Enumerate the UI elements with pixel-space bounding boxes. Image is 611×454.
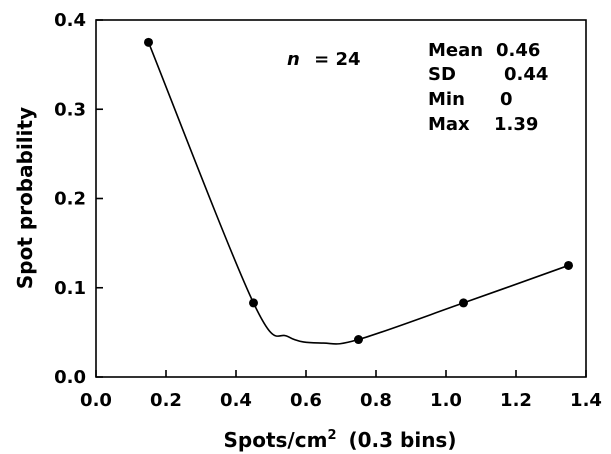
fit-curve [147,42,569,345]
x-tick-label: 0.8 [360,390,392,411]
stat-sd-label: SD [428,64,456,85]
stats-box: Mean 0.46 SD 0.44 Min 0 Max 1.39 [428,40,548,135]
stat-sd-value: 0.44 [504,64,548,85]
x-tick-label: 0.4 [220,390,252,411]
stat-mean-value: 0.46 [496,40,540,61]
y-tick-label: 0.3 [54,99,86,120]
y-tick-label: 0.0 [54,367,86,388]
x-tick-label: 0.0 [80,390,112,411]
data-point [249,298,258,308]
y-tick-label: 0.1 [54,278,86,299]
x-tick-label: 1.4 [570,390,602,411]
x-axis-title-main: Spots/cm [224,428,328,452]
stat-max-label: Max [428,114,470,135]
data-point [564,260,573,270]
x-axis-title-superscript: 2 [327,428,336,443]
x-axis-title-suffix: (0.3 bins) [348,428,456,452]
y-tick-label: 0.2 [54,189,86,210]
x-tick-label: 1.2 [500,390,532,411]
stat-mean-label: Mean [428,40,483,61]
x-axis-ticks: 0.0 0.2 0.4 0.6 0.8 1.0 1.2 1.4 [80,370,602,411]
stat-min-value: 0 [500,89,513,110]
y-axis-title: Spot probability [13,107,37,289]
x-tick-label: 1.0 [430,390,462,411]
data-points [144,37,573,345]
data-point [459,298,468,308]
x-tick-label: 0.2 [150,390,182,411]
data-point [144,37,153,47]
stat-max-value: 1.39 [494,114,538,135]
y-tick-label: 0.4 [54,10,86,31]
y-axis-ticks: 0.0 0.1 0.2 0.3 0.4 [54,10,103,388]
x-tick-label: 0.6 [290,390,322,411]
n-value: = 24 [314,49,360,70]
x-axis-title: Spots/cm2 (0.3 bins) [224,428,457,452]
n-annotation: n = 24 [287,49,361,70]
n-label: n [287,49,300,70]
stat-min-label: Min [428,89,465,110]
data-point [354,335,363,345]
